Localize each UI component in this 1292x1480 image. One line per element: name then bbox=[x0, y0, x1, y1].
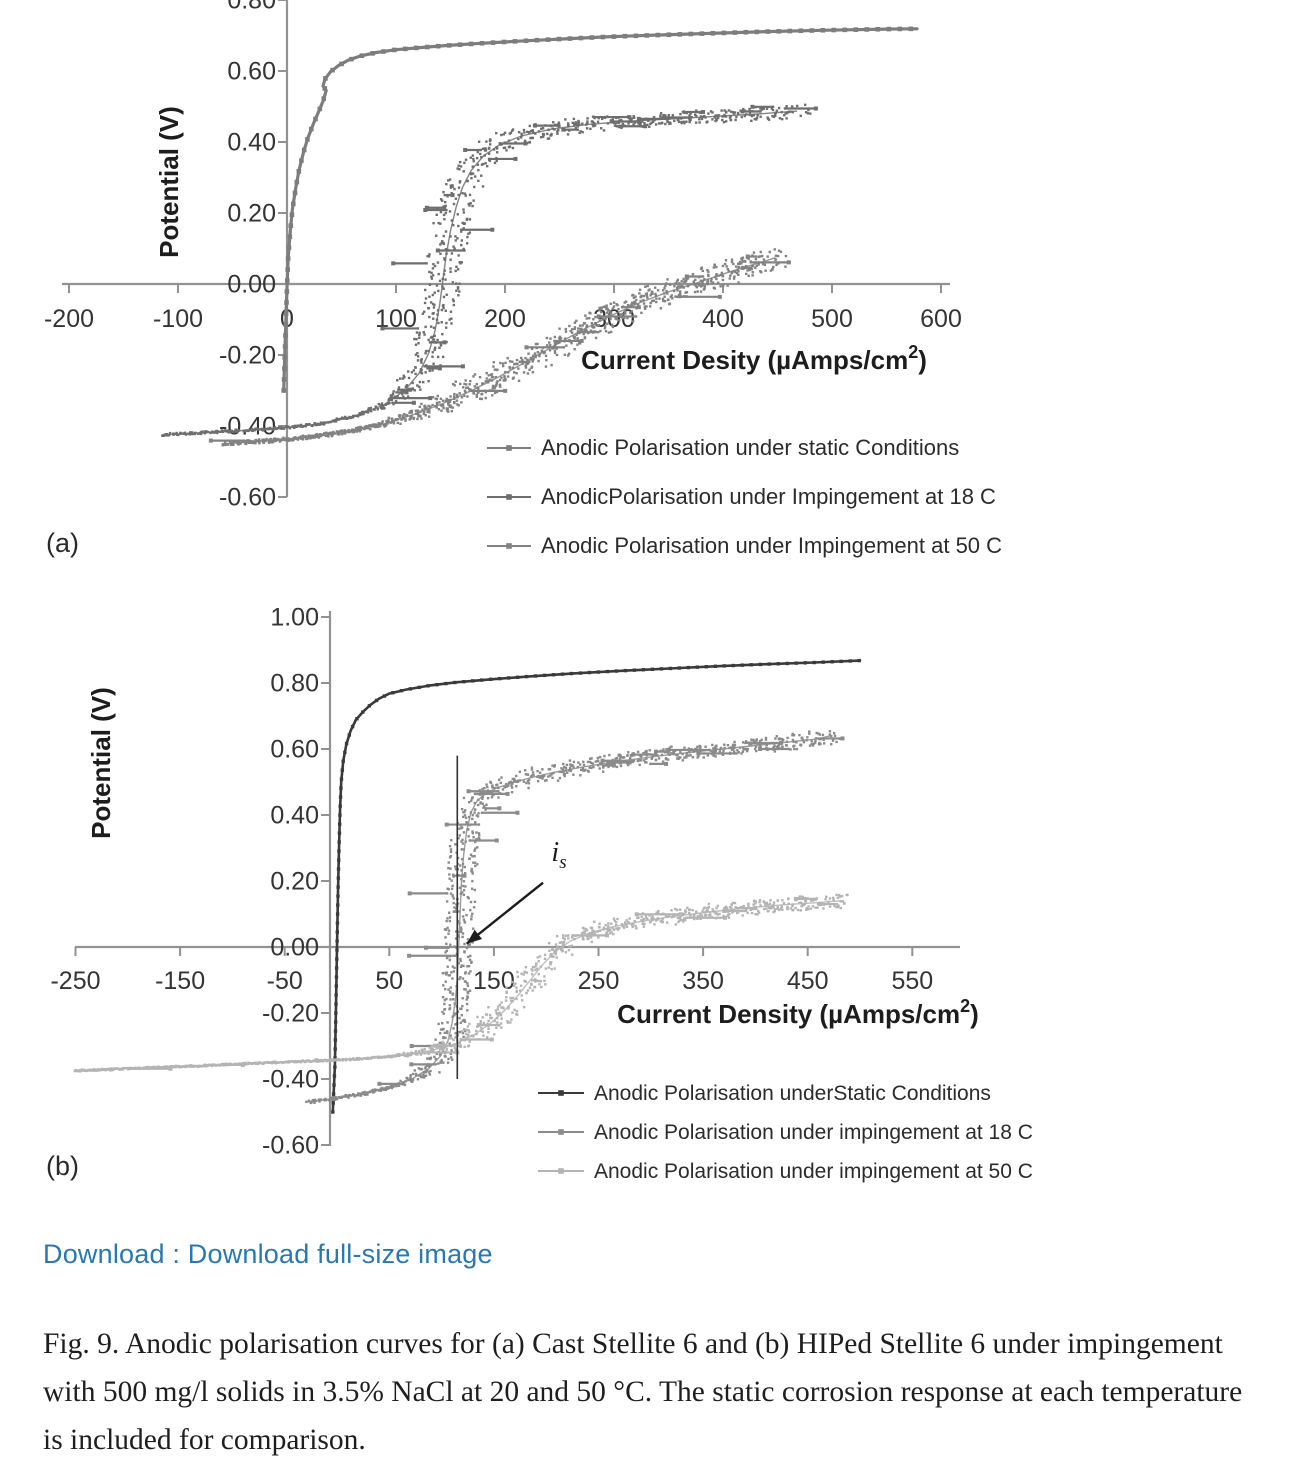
series-0 bbox=[281, 26, 919, 393]
x-tick-label: 450 bbox=[787, 967, 829, 995]
chart-panel-b: 1.00 0.80 0.60 0.40 0.20 0.00 -0.20 -0.40 -0.60 -… bbox=[46, 604, 1033, 1184]
x-tick-label: -150 bbox=[155, 967, 205, 995]
y-tick-label: 0.00 bbox=[227, 271, 276, 299]
series-1 bbox=[305, 730, 845, 1105]
x-tick-label: -250 bbox=[50, 967, 100, 995]
y-tick-label: 0.60 bbox=[270, 736, 319, 764]
x-tick-label: 200 bbox=[484, 305, 526, 333]
y-tick-label: 0.20 bbox=[227, 200, 276, 228]
x-tick-label: -100 bbox=[153, 305, 203, 333]
legend-label: Anodic Polarisation under impingement at… bbox=[594, 1160, 1033, 1183]
legend-label: Anodic Polarisation under impingement at… bbox=[594, 1121, 1033, 1144]
y-tick-label: 0.80 bbox=[227, 0, 276, 15]
y-tick-label: 0.40 bbox=[270, 802, 319, 830]
y-tick-label: -0.20 bbox=[262, 1000, 319, 1028]
series-2 bbox=[73, 893, 849, 1073]
legend-label: AnodicPolarisation under Impingement at … bbox=[541, 484, 996, 509]
x-tick-label: -200 bbox=[44, 305, 94, 333]
legend-label: Anodic Polarisation underStatic Conditio… bbox=[594, 1082, 991, 1105]
y-tick-label: 0.80 bbox=[270, 670, 319, 698]
figure-caption: Fig. 9. Anodic polarisation curves for (… bbox=[43, 1328, 1243, 1456]
y-tick-label: 0.60 bbox=[227, 58, 276, 86]
x-tick-label: 500 bbox=[811, 305, 853, 333]
legend-label: Anodic Polarisation under static Conditi… bbox=[541, 435, 959, 460]
y-tick-label: -0.40 bbox=[219, 413, 276, 441]
y-tick-label: 0.00 bbox=[270, 934, 319, 962]
y-tick-label: -0.40 bbox=[262, 1066, 319, 1094]
y-tick-label: -0.20 bbox=[219, 342, 276, 370]
chart-panel-a: 0.80 0.60 0.40 0.20 0.00 -0.20 -0.40 -0.60 -200 -… bbox=[44, 0, 1002, 558]
legend-label: Anodic Polarisation under Impingement at… bbox=[541, 533, 1002, 558]
panel-label: (a) bbox=[46, 528, 79, 558]
is-arrow bbox=[465, 881, 544, 945]
y-tick-label: -0.60 bbox=[219, 484, 276, 512]
y-tick-label: 0.40 bbox=[227, 129, 276, 157]
download-bar: Download : Download full-size image bbox=[43, 1237, 493, 1271]
x-tick-label: -50 bbox=[267, 967, 303, 995]
x-tick-label: 150 bbox=[473, 967, 515, 995]
panel-label: (b) bbox=[46, 1151, 79, 1181]
legend: Anodic Polarisation under static Conditi… bbox=[487, 435, 1002, 558]
download-full-size-link[interactable]: Download full-size image bbox=[187, 1239, 493, 1269]
x-tick-label: 400 bbox=[702, 305, 744, 333]
legend: Anodic Polarisation underStatic Conditio… bbox=[538, 1082, 1033, 1183]
y-axis-title: Potential (V) bbox=[154, 106, 184, 258]
axes: 1.00 0.80 0.60 0.40 0.20 0.00 -0.20 -0.40 -0.60 -… bbox=[50, 604, 960, 1160]
series-2 bbox=[208, 248, 791, 447]
x-tick-label: 250 bbox=[578, 967, 620, 995]
x-axis-title: Current Density (µAmps/cm2) bbox=[617, 996, 979, 1029]
x-tick-label: 600 bbox=[920, 305, 962, 333]
is-label: is bbox=[551, 837, 566, 873]
y-tick-label: 1.00 bbox=[270, 604, 319, 632]
series-0 bbox=[331, 658, 862, 1114]
y-axis-title: Potential (V) bbox=[86, 687, 116, 839]
series-1 bbox=[161, 103, 818, 438]
x-axis-title: Current Desity (µAmps/cm2) bbox=[581, 342, 927, 375]
figure-image: 0.80 0.60 0.40 0.20 0.00 -0.20 -0.40 -0.60 -200 -… bbox=[43, 0, 1033, 1184]
x-tick-label: 350 bbox=[682, 967, 724, 995]
axes: 0.80 0.60 0.40 0.20 0.00 -0.20 -0.40 -0.60 -200 -… bbox=[44, 0, 962, 512]
y-tick-label: 0.20 bbox=[270, 868, 319, 896]
x-tick-label: 550 bbox=[891, 967, 933, 995]
y-tick-label: -0.60 bbox=[262, 1132, 319, 1160]
download-label[interactable]: Download : bbox=[43, 1239, 188, 1269]
x-tick-label: 50 bbox=[375, 967, 403, 995]
